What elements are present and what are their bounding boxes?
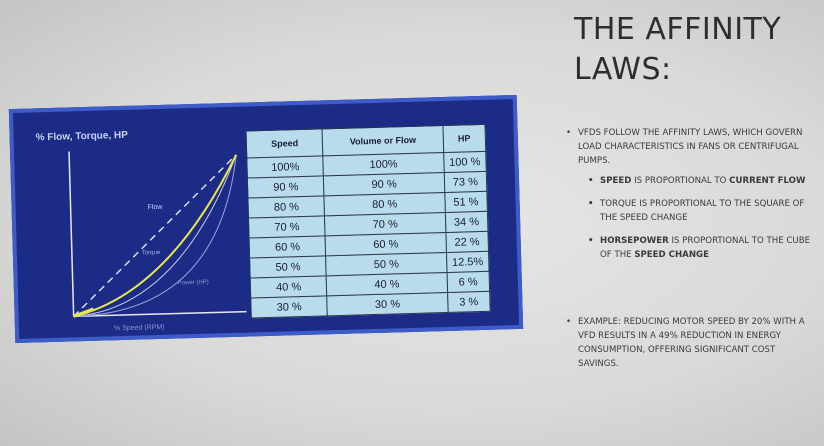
text-run: TORQUE IS PROPORTIONAL TO THE SQUARE OF …	[600, 199, 804, 223]
image-panel: % Flow, Torque, HP Flow Torque Power (HP…	[9, 95, 523, 343]
table-cell: 80 %	[248, 196, 325, 218]
text-run: SPEED	[600, 176, 631, 186]
spacer	[566, 271, 818, 315]
table-cell: 100 %	[443, 151, 486, 172]
table-cell: 6 %	[447, 271, 490, 292]
table-cell: 50 %	[250, 256, 327, 278]
text-run: CURRENT FLOW	[729, 176, 805, 186]
sub-bullet: SPEED IS PROPORTIONAL TO CURRENT FLOW	[588, 174, 818, 188]
header-cell: Volume or Flow	[322, 126, 443, 156]
header-cell: HP	[443, 124, 486, 152]
table-cell: 22 %	[446, 231, 489, 252]
text-run: EXAMPLE: REDUCING MOTOR SPEED BY 20% WIT…	[578, 317, 805, 369]
table-cell: 34 %	[445, 211, 488, 232]
sub-bullet: HORSEPOWER IS PROPORTIONAL TO THE CUBE O…	[588, 234, 818, 262]
table-cell: 70 %	[248, 216, 325, 238]
table-cell: 100%	[247, 156, 324, 178]
text-run: HORSEPOWER	[600, 236, 669, 246]
text-run: IS PROPORTIONAL TO	[631, 176, 729, 186]
title-line: LAWS:	[574, 50, 781, 90]
curve-label: Flow	[148, 204, 164, 211]
curve-label: Power (HP)	[178, 280, 209, 287]
bullet-list: VFDS FOLLOW THE AFFINITY LAWS, WHICH GOV…	[566, 126, 818, 377]
x-axis-label: % Speed (RPM)	[114, 324, 165, 332]
bullet: VFDS FOLLOW THE AFFINITY LAWS, WHICH GOV…	[566, 126, 818, 168]
header-cell: Speed	[246, 129, 323, 158]
slide-photo: % Flow, Torque, HP Flow Torque Power (HP…	[0, 0, 824, 446]
title-line: THE AFFINITY	[574, 10, 781, 50]
table-cell: 60 %	[249, 236, 326, 258]
table-cell: 12.5%	[446, 251, 489, 272]
table-cell: 30 %	[251, 296, 328, 318]
table-cell: 3 %	[447, 291, 490, 312]
table-cell: 73 %	[444, 171, 487, 192]
bullet: EXAMPLE: REDUCING MOTOR SPEED BY 20% WIT…	[566, 315, 818, 371]
table-cell: 90 %	[247, 176, 324, 198]
table-cell: 40 %	[250, 276, 327, 298]
curve-label: Torque	[142, 250, 161, 257]
y-axis	[69, 151, 74, 316]
sub-bullet: TORQUE IS PROPORTIONAL TO THE SQUARE OF …	[588, 197, 818, 225]
flow-line	[69, 155, 240, 317]
table-cell: 30 %	[327, 292, 448, 315]
table-cell: 51 %	[444, 191, 487, 212]
text-run: VFDS FOLLOW THE AFFINITY LAWS, WHICH GOV…	[578, 128, 802, 166]
text-run: SPEED CHANGE	[634, 250, 709, 260]
y-axis-label: % Flow, Torque, HP	[35, 130, 128, 144]
